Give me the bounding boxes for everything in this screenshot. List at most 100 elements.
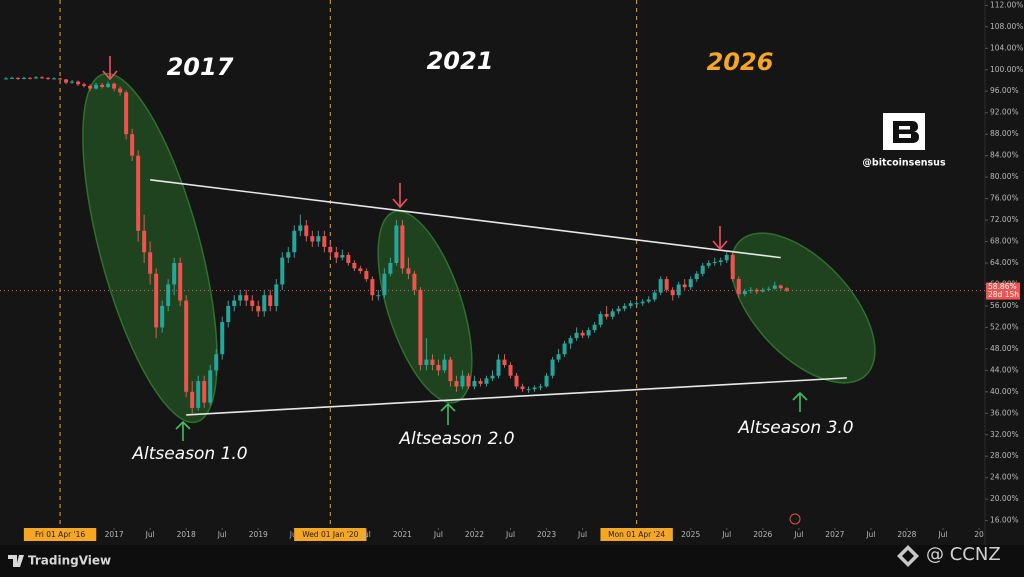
x-tick-label: Mon 01 Apr '24	[608, 530, 665, 539]
candle-body	[730, 254, 735, 280]
candle-body	[586, 330, 591, 336]
candle-body	[310, 236, 315, 242]
candle-body	[118, 88, 123, 93]
x-tick-highlight	[294, 528, 367, 541]
candle-body	[610, 311, 615, 317]
x-tick-highlight	[23, 528, 97, 541]
candle-body	[124, 92, 129, 135]
candle-body	[520, 386, 525, 390]
candle-body	[16, 77, 21, 79]
candle-body	[568, 338, 573, 344]
candle-body	[328, 246, 333, 253]
candle-body	[214, 354, 219, 371]
trendline	[150, 179, 781, 259]
y-tick-label: 84.00%	[990, 151, 1019, 160]
event-icon	[789, 513, 801, 525]
altseason-label: Altseason 2.0	[398, 429, 514, 449]
candle-body	[658, 279, 663, 293]
candle-body	[382, 273, 387, 296]
y-tick-label: 92.00%	[990, 108, 1019, 117]
y-tick-label: 76.00%	[990, 194, 1019, 203]
candle-body	[298, 225, 303, 231]
candle-body	[490, 375, 495, 379]
y-tick-label: 80.00%	[990, 172, 1019, 181]
candle-body	[52, 78, 57, 80]
candle-body	[496, 359, 501, 376]
candle-body	[448, 359, 453, 382]
candle-body	[712, 261, 717, 263]
candle-body	[592, 324, 597, 331]
candle-body	[550, 359, 555, 376]
x-tick-label: Jul	[505, 530, 515, 539]
y-tick-label: 28.00%	[990, 451, 1019, 460]
y-tick-label: 52.00%	[990, 322, 1019, 331]
candle-body	[160, 305, 165, 328]
candle-body	[4, 78, 9, 80]
altseason-label: Altseason 3.0	[737, 418, 853, 438]
candle-body	[778, 285, 783, 289]
y-tick-label: 108.00%	[990, 22, 1023, 31]
candle-body	[616, 308, 621, 312]
x-tick-label: Jul	[433, 530, 443, 539]
candle-body	[724, 254, 729, 261]
cycle-label: 2021	[427, 47, 494, 75]
y-tick-label: 36.00%	[990, 408, 1019, 417]
candle-body	[436, 364, 441, 371]
candle-body	[154, 273, 159, 328]
candle-body	[676, 284, 681, 296]
candle-body	[526, 389, 531, 391]
candle-body	[430, 359, 435, 365]
candle-body	[94, 84, 99, 89]
x-tick-label: 2022	[465, 530, 484, 539]
trendline	[186, 377, 847, 416]
handle: @bitcoinsensus	[862, 158, 946, 169]
candle-body	[178, 263, 183, 301]
candle-body	[82, 84, 87, 86]
cycle-label: 2026	[707, 48, 774, 76]
candle-body	[256, 305, 261, 312]
candle-body	[442, 359, 447, 371]
candle-body	[106, 83, 111, 87]
candle-body	[208, 370, 213, 403]
candle-body	[352, 263, 357, 269]
x-tick-label: Fri 01 Apr '16	[35, 530, 85, 539]
candle-body	[286, 252, 291, 258]
candle-body	[334, 252, 339, 258]
candle-body	[340, 254, 345, 258]
y-tick-label: 88.00%	[990, 129, 1019, 138]
candle-body	[364, 271, 369, 280]
candle-body	[604, 313, 609, 317]
brand: TradingView	[8, 554, 111, 568]
down-arrow	[712, 226, 728, 251]
candle-body	[736, 279, 741, 295]
candle-body	[316, 236, 321, 242]
watermark-logo	[897, 545, 919, 567]
candle-body	[742, 290, 747, 295]
candle-body	[226, 305, 231, 323]
candle-body	[424, 359, 429, 365]
candle-body	[262, 295, 267, 312]
plot	[0, 0, 985, 528]
candle-body	[598, 313, 603, 325]
candle-body	[322, 236, 327, 247]
x-tick-label: Jul	[793, 530, 803, 539]
candle-body	[562, 343, 567, 355]
y-tick-label: 48.00%	[990, 344, 1019, 353]
x-tick-highlight	[600, 528, 673, 541]
candle-body	[454, 381, 459, 387]
candle-body	[112, 83, 117, 89]
candle-body	[706, 263, 711, 266]
candle-body	[40, 77, 45, 79]
candle-body	[142, 230, 147, 253]
y-tick-label: 56.00%	[990, 301, 1019, 310]
candle-body	[766, 288, 771, 290]
down-arrow	[102, 56, 118, 81]
candle-body	[670, 289, 675, 296]
candle-body	[400, 225, 405, 269]
y-tick-label: 96.00%	[990, 86, 1019, 95]
x-tick-label: 2018	[177, 530, 196, 539]
candle-body	[700, 265, 705, 274]
x-tick-label: 2021	[393, 530, 412, 539]
candle-body	[682, 284, 687, 288]
